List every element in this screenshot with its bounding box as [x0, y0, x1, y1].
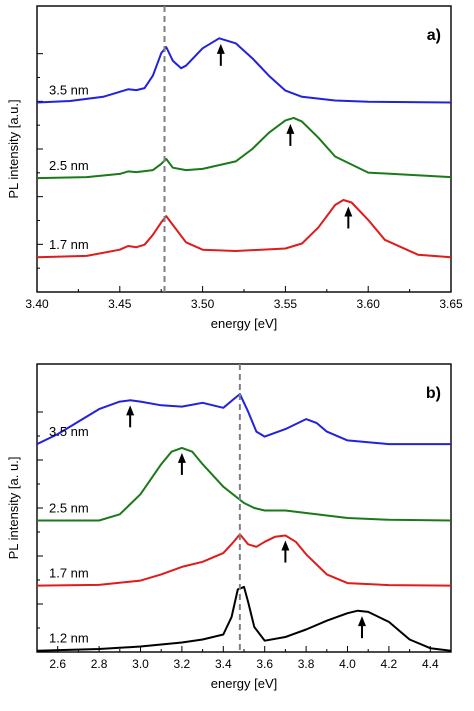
- series-line-2-5-nm: [37, 446, 451, 522]
- peak-arrow: [281, 540, 290, 563]
- series-label: 1.7 nm: [49, 237, 89, 252]
- series-line-3-5-nm: [37, 37, 451, 104]
- panel-label: b): [426, 385, 441, 402]
- x-tick-label: 3.8: [298, 657, 315, 671]
- panel-label: a): [427, 27, 441, 44]
- series-label: 3.5 nm: [49, 424, 89, 439]
- x-tick-label: 3.65: [439, 297, 463, 311]
- y-axis-label: PL intensity [a. u.]: [6, 457, 21, 560]
- series-label: 3.5 nm: [49, 82, 89, 97]
- series-line-2-5-nm: [37, 116, 451, 180]
- panel-b: 2.6 2.8 3.0 3.2 3.4 3.6 3.8 4.0 4.2 4.4 energy [eV…: [6, 363, 452, 691]
- series-label: 2.5 nm: [49, 158, 89, 173]
- panel-a: 3.40 3.45 3.50 3.55 3.60 3.65 energy [eV] PL in…: [6, 5, 463, 331]
- x-tick-label: 3.4: [215, 657, 232, 671]
- plot-frame: [36, 5, 452, 293]
- x-tick-label: 2.8: [91, 657, 108, 671]
- x-tick-label: 2.6: [49, 657, 66, 671]
- x-axis-label: energy [eV]: [211, 316, 278, 331]
- series-line-1-7-nm: [37, 199, 451, 259]
- series-label: 1.7 nm: [49, 566, 89, 581]
- x-tick-label: 3.50: [191, 297, 215, 311]
- x-tick-label: 3.45: [108, 297, 132, 311]
- series-label: 2.5 nm: [49, 501, 89, 516]
- series-line-3-5-nm: [37, 393, 451, 446]
- peak-arrow: [126, 405, 135, 428]
- x-tick-label: 3.6: [256, 657, 273, 671]
- series-line-1-7-nm: [37, 533, 451, 587]
- series-label: 1.2 nm: [49, 631, 89, 646]
- peak-arrow: [216, 43, 225, 66]
- x-tick-label: 4.4: [422, 657, 439, 671]
- x-tick-label: 3.2: [174, 657, 191, 671]
- x-tick-label: 3.60: [357, 297, 381, 311]
- x-tick-label: 4.0: [339, 657, 356, 671]
- plot-frame: [36, 363, 452, 653]
- peak-arrow: [357, 616, 366, 639]
- x-tick-label: 3.40: [25, 297, 49, 311]
- peak-arrow: [177, 452, 186, 475]
- peak-arrow: [286, 123, 295, 146]
- x-tick-label: 3.55: [274, 297, 298, 311]
- peak-arrow: [344, 206, 353, 229]
- y-axis-label: PL intensity [a.u.]: [6, 99, 21, 198]
- x-tick-label: 4.2: [381, 657, 398, 671]
- series-line-1-2-nm: [37, 585, 451, 652]
- x-axis-label: energy [eV]: [211, 676, 278, 691]
- x-tick-label: 3.0: [132, 657, 149, 671]
